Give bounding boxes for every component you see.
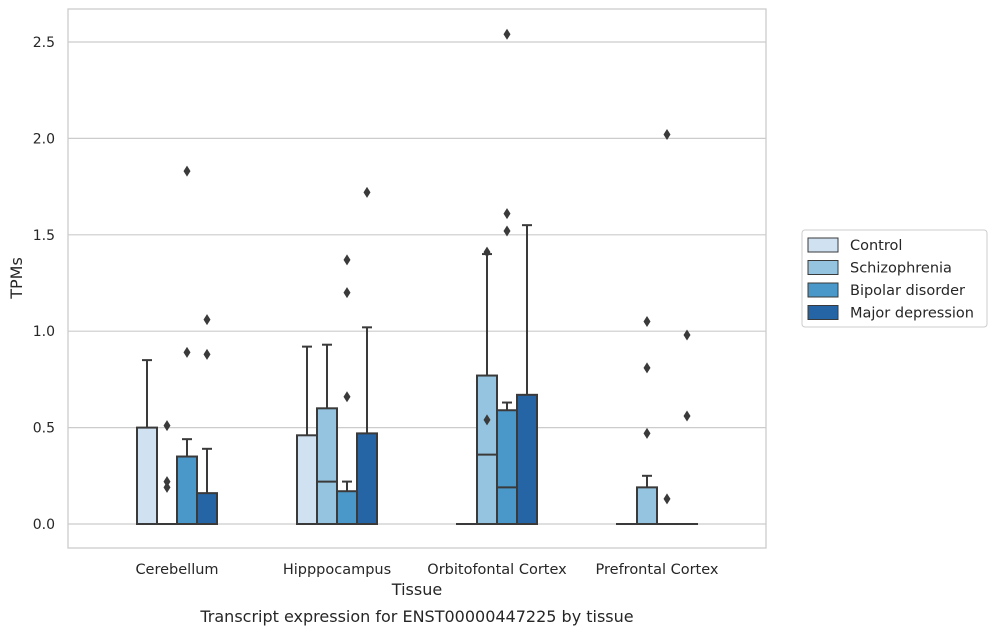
x-tick-label: Cerebellum <box>135 562 218 578</box>
box-body <box>297 435 317 524</box>
y-tick-label: 0.5 <box>33 421 55 437</box>
box-body <box>637 487 657 524</box>
y-tick-label: 2.0 <box>33 131 55 147</box>
x-axis-label: Tissue <box>391 580 442 599</box>
box-body <box>477 376 497 524</box>
box-body <box>337 491 357 524</box>
legend-swatch <box>808 306 838 320</box>
chart-caption: Transcript expression for ENST0000044722… <box>199 607 633 626</box>
legend-label: Schizophrenia <box>850 261 952 277</box>
y-tick-label: 1.5 <box>33 228 55 244</box>
box-body <box>137 428 157 524</box>
legend-label: Bipolar disorder <box>850 283 965 299</box>
legend-swatch <box>808 261 838 275</box>
box-body <box>317 408 337 524</box>
legend-label: Major depression <box>850 306 974 322</box>
legend-swatch <box>808 283 838 297</box>
legend: Control Schizophrenia Bipolar disorder Majo… <box>802 230 987 327</box>
box-body <box>517 395 537 524</box>
x-tick-label: Orbitofontal Cortex <box>427 562 567 578</box>
y-axis-label: TPMs <box>7 257 26 300</box>
box-body <box>497 410 517 524</box>
legend-swatch <box>808 238 838 252</box>
y-tick-label: 1.0 <box>33 324 55 340</box>
x-tick-label: Prefrontal Cortex <box>596 562 719 578</box>
y-tick-label: 2.5 <box>33 35 55 51</box>
x-tick-labels: Cerebellum Hipppocampus Orbitofontal Corte… <box>135 562 718 578</box>
box-body <box>197 493 217 524</box>
plot-area <box>68 9 766 548</box>
y-tick-label: 0.0 <box>33 517 55 533</box>
legend-label: Control <box>850 238 902 254</box>
y-tick-labels: 0.0 0.5 1.0 1.5 2.0 2.5 <box>33 35 55 533</box>
x-tick-label: Hipppocampus <box>283 562 391 578</box>
box-body <box>357 433 377 524</box>
box-body <box>177 457 197 524</box>
